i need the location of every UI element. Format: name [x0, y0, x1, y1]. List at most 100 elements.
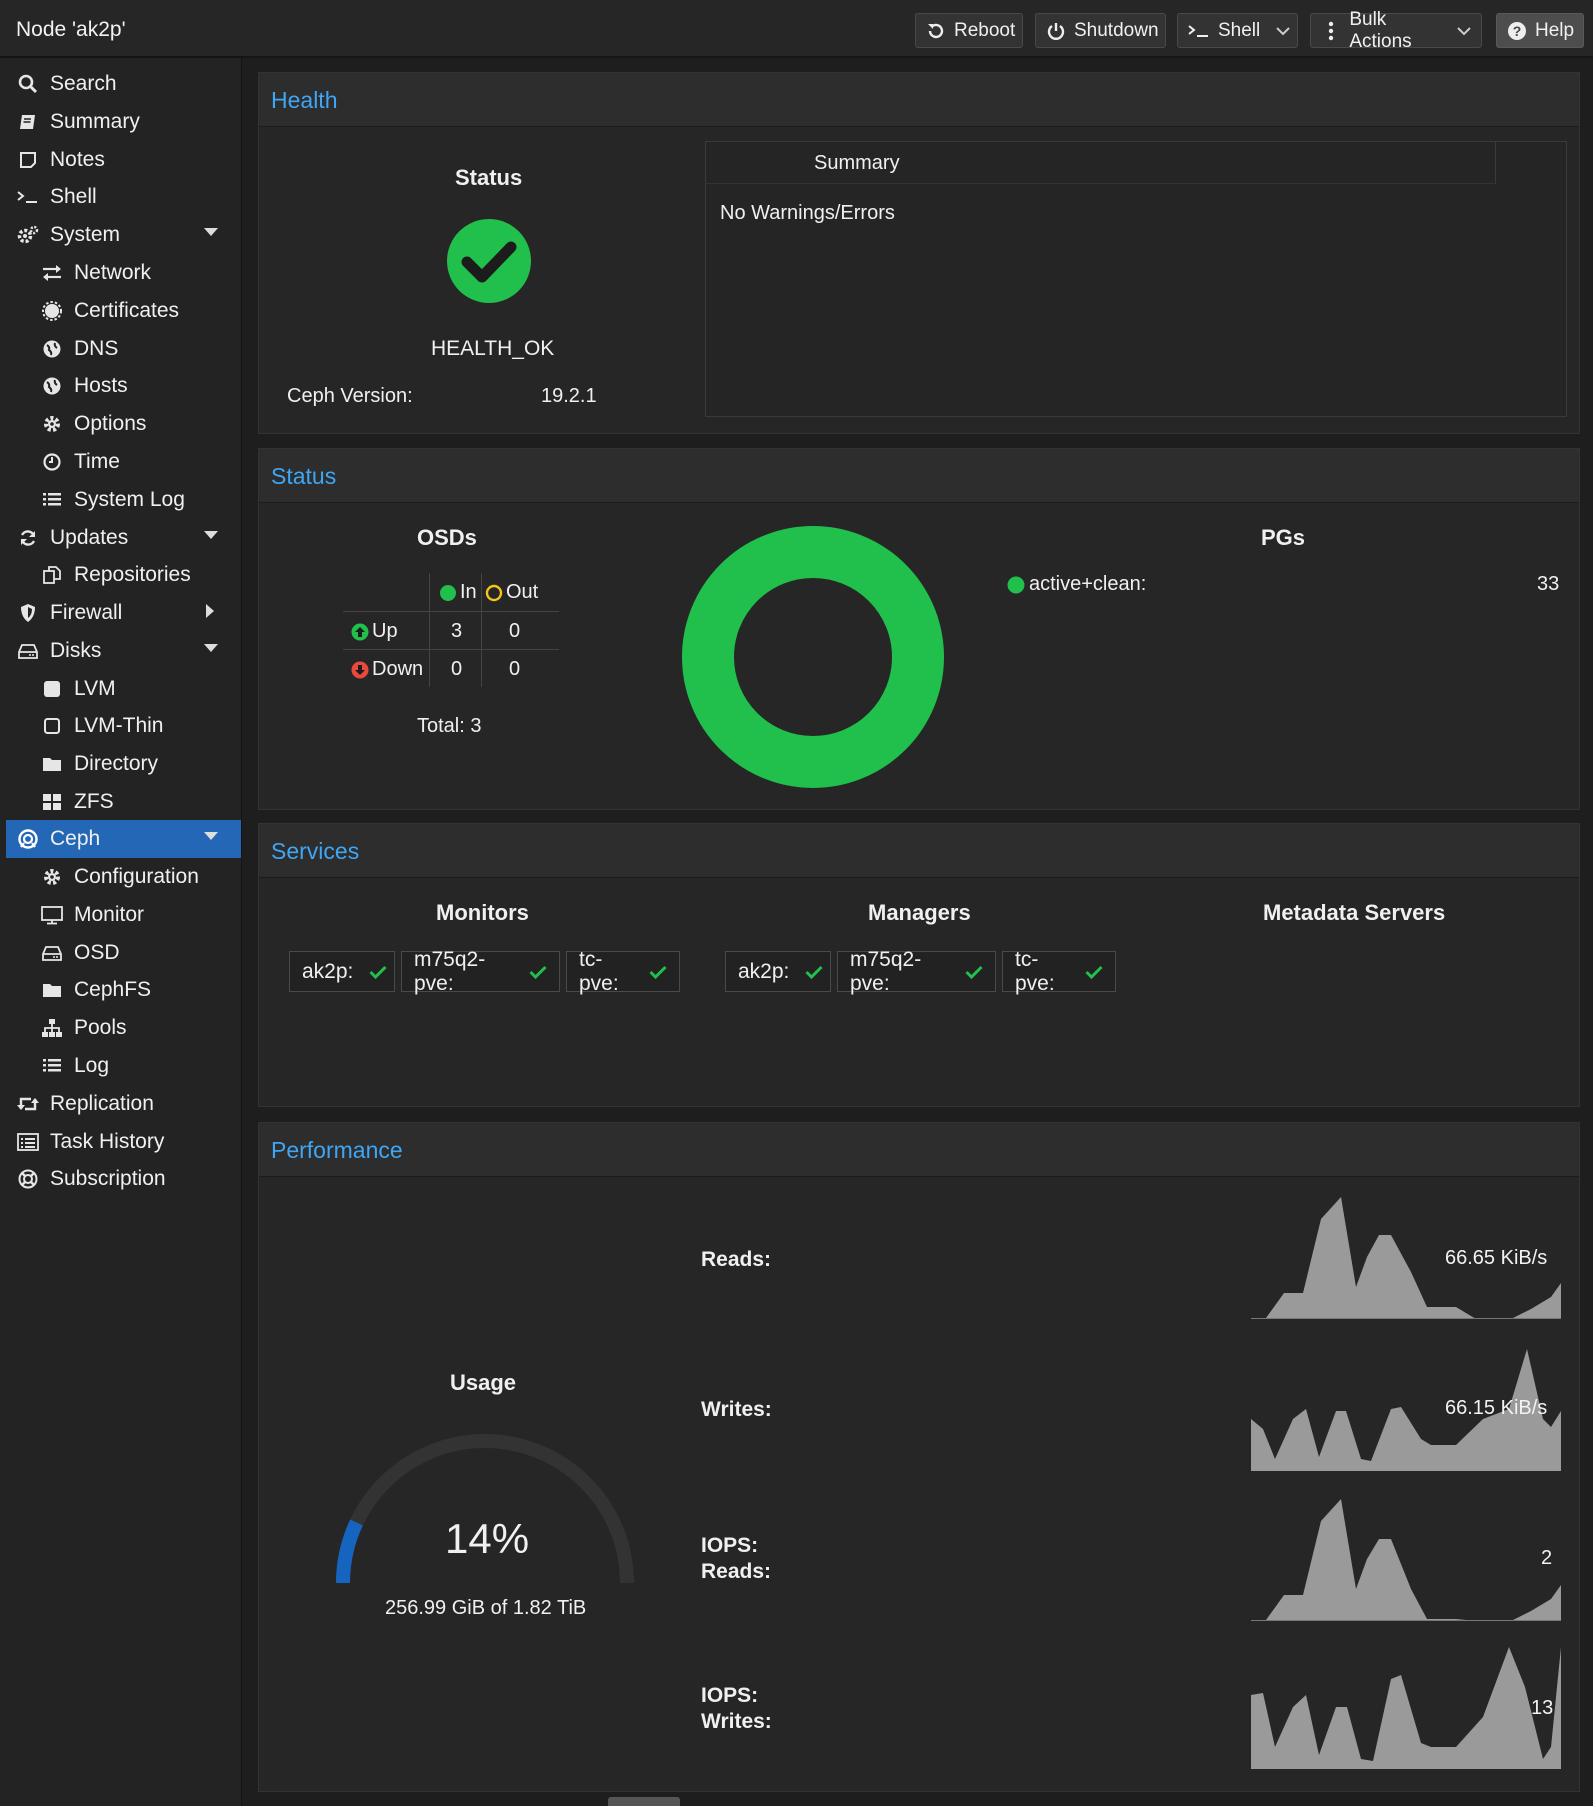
service-host-label: m75q2-pve: — [850, 947, 922, 995]
caret-down-icon[interactable] — [203, 530, 219, 540]
node-title: Node 'ak2p' — [16, 18, 126, 41]
managers-list: ak2p: m75q2-pve: tc-pve: — [725, 948, 1325, 995]
service-chip[interactable]: m75q2-pve: — [401, 948, 560, 995]
sidebar-item-time[interactable]: Time — [6, 443, 241, 481]
sidebar-item-cephfs[interactable]: CephFS — [6, 971, 241, 1009]
osd-row-up: Up — [351, 620, 398, 643]
health-panel-header: Health — [259, 73, 1579, 127]
sidebar-item-certificates[interactable]: Certificates — [6, 292, 241, 330]
sidebar-item-zfs[interactable]: ZFS — [6, 783, 241, 821]
pg-state-dot-icon — [1007, 576, 1025, 593]
sidebar-item-repositories[interactable]: Repositories — [6, 556, 241, 594]
check-icon — [641, 965, 667, 979]
service-chip[interactable]: m75q2-pve: — [837, 948, 996, 995]
caret-down-icon[interactable] — [203, 831, 219, 841]
pg-state-count: 33 — [1537, 573, 1560, 595]
sidebar-item-pools[interactable]: Pools — [6, 1009, 241, 1047]
sidebar-item-search[interactable]: Search — [6, 65, 241, 103]
health-title: Health — [271, 87, 338, 113]
service-chip[interactable]: tc-pve: — [1002, 948, 1116, 995]
services-panel: Services Monitors Managers Metadata Serv… — [258, 823, 1580, 1107]
sidebar-item-ceph[interactable]: Ceph — [6, 820, 241, 858]
summary-column-header[interactable]: Summary — [706, 142, 1496, 184]
shell-button[interactable]: Shell — [1177, 13, 1298, 48]
shutdown-label: Shutdown — [1074, 19, 1159, 41]
sidebar-item-label: Hosts — [74, 374, 128, 397]
check-icon — [521, 965, 547, 979]
sidebar-item-shell[interactable]: Shell — [6, 178, 241, 216]
service-chip[interactable]: ak2p: — [289, 951, 395, 992]
scrollbar-grip[interactable] — [608, 1797, 680, 1806]
sidebar-item-disks[interactable]: Disks — [6, 632, 241, 670]
sidebar-item-monitor[interactable]: Monitor — [6, 896, 241, 934]
caret-right-icon[interactable] — [205, 603, 215, 619]
shutdown-button[interactable]: Shutdown — [1035, 13, 1166, 48]
caret-down-icon[interactable] — [203, 643, 219, 653]
help-button[interactable]: ? Help — [1496, 13, 1584, 48]
sidebar-item-updates[interactable]: Updates — [6, 519, 241, 557]
sidebar-item-system-log[interactable]: System Log — [6, 481, 241, 519]
sidebar-item-notes[interactable]: Notes — [6, 141, 241, 179]
iops-writes-label: IOPS: Writes: — [701, 1684, 772, 1733]
osd-total: Total: 3 — [417, 715, 482, 737]
reads-value: 66.65 KiB/s — [1445, 1247, 1548, 1269]
sidebar-item-hosts[interactable]: Hosts — [6, 367, 241, 405]
undo-icon — [926, 20, 946, 42]
caret-down-icon[interactable] — [203, 227, 219, 237]
check-icon — [529, 965, 547, 979]
square-icon — [40, 677, 64, 701]
summary-header-label: Summary — [814, 152, 900, 174]
services-panel-header: Services — [259, 824, 1579, 878]
question-circle-icon: ? — [1507, 20, 1527, 42]
sidebar-item-firewall[interactable]: Firewall — [6, 594, 241, 632]
gauge-track — [336, 1434, 634, 1584]
sidebar-item-directory[interactable]: Directory — [6, 745, 241, 783]
sidebar-item-system[interactable]: System — [6, 216, 241, 254]
sidebar-item-subscription[interactable]: Subscription — [6, 1160, 241, 1198]
iops-writes-value: 13 — [1531, 1697, 1554, 1719]
shield-icon — [16, 601, 40, 625]
sidebar-item-replication[interactable]: Replication — [6, 1085, 241, 1123]
grid-icon — [40, 790, 64, 814]
sidebar-item-configuration[interactable]: Configuration — [6, 858, 241, 896]
sidebar-item-label: CephFS — [74, 978, 152, 1001]
globe-icon — [40, 374, 64, 398]
service-chip[interactable]: tc-pve: — [566, 948, 680, 995]
iops-reads-label: IOPS: Reads: — [701, 1534, 772, 1583]
status-panel: Status OSDs In Out Up 3 0 Down 0 0 Total… — [258, 448, 1580, 810]
sidebar-item-summary[interactable]: Summary — [6, 103, 241, 141]
iops-reads-sparkline[interactable] — [1251, 1499, 1561, 1621]
check-icon — [1085, 965, 1103, 979]
service-chip[interactable]: ak2p: — [725, 951, 831, 992]
sidebar-item-label: Firewall — [50, 601, 123, 624]
osd-up-out: 0 — [509, 620, 521, 642]
chevron-down-icon[interactable] — [1276, 26, 1290, 36]
ceph-icon — [16, 827, 40, 851]
sidebar-item-label: Directory — [74, 752, 159, 775]
sidebar-item-lvm-thin[interactable]: LVM-Thin — [6, 707, 241, 745]
retweet-icon — [16, 1092, 40, 1116]
reboot-button[interactable]: Reboot — [915, 13, 1023, 48]
sidebar-item-dns[interactable]: DNS — [6, 330, 241, 368]
writes-value: 66.15 KiB/s — [1445, 1397, 1548, 1419]
sidebar-item-label: LVM-Thin — [74, 714, 164, 737]
pg-donut-chart[interactable] — [681, 525, 945, 789]
osd-down-in: 0 — [451, 658, 463, 680]
sidebar-item-options[interactable]: Options — [6, 405, 241, 443]
shell-label: Shell — [1218, 19, 1261, 41]
out-ring-icon — [485, 584, 503, 601]
sidebar-item-label: OSD — [74, 941, 120, 964]
bulk-actions-button[interactable]: Bulk Actions — [1310, 9, 1482, 52]
iops-writes-sparkline[interactable] — [1251, 1647, 1561, 1769]
reads-sparkline[interactable] — [1251, 1197, 1561, 1319]
summary-text: No Warnings/Errors — [720, 202, 895, 224]
sidebar-item-osd[interactable]: OSD — [6, 934, 241, 972]
service-host-label: ak2p: — [738, 959, 790, 983]
sidebar-item-network[interactable]: Network — [6, 254, 241, 292]
writes-sparkline[interactable] — [1251, 1349, 1561, 1471]
sidebar-item-task-history[interactable]: Task History — [6, 1123, 241, 1161]
health-summary-grid: Summary No Warnings/Errors — [705, 141, 1567, 417]
sidebar-item-lvm[interactable]: LVM — [6, 670, 241, 708]
sidebar-item-log[interactable]: Log — [6, 1047, 241, 1085]
list-alt-icon — [16, 1130, 40, 1154]
